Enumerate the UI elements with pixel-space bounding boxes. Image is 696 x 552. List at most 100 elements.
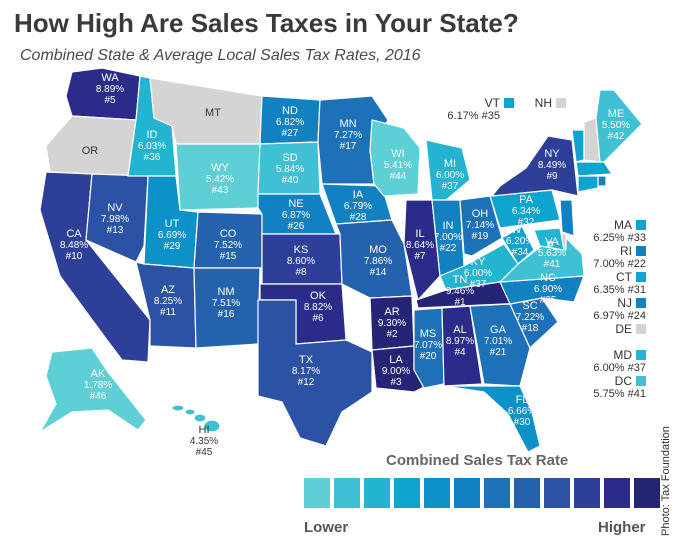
state-hi-island (171, 404, 185, 412)
side-value-ri: 7.00% #22 (593, 258, 646, 270)
state-label-mo: MO 7.86% #14 (364, 244, 392, 278)
state-al (441, 305, 483, 387)
state-ak (39, 347, 147, 433)
legend-swatch (364, 478, 390, 508)
state-label-nd: ND 6.82% #27 (276, 105, 304, 139)
side-code-md: MD (613, 348, 632, 362)
legend-swatch (634, 478, 660, 508)
side-swatch-ri (636, 246, 646, 256)
state-label-ia: IA 6.79% #28 (344, 189, 372, 223)
state-tx (257, 299, 373, 447)
state-md (533, 227, 565, 251)
state-wi (369, 119, 421, 197)
side-swatch-ct (636, 272, 646, 282)
state-label-va: VA 5.63% #41 (538, 236, 566, 270)
state-label-ca: CA 8.48% #10 (60, 228, 88, 262)
legend-swatch (394, 478, 420, 508)
state-ny (491, 135, 579, 197)
state-label-ne: NE 6.87% #26 (282, 198, 310, 232)
legend-swatch (484, 478, 510, 508)
side-code-vt: VT (484, 96, 500, 110)
legend-swatch (454, 478, 480, 508)
state-label-wa: WA 8.89% #5 (96, 72, 124, 106)
state-label-ar: AR 9.30% #2 (378, 306, 406, 340)
state-label-mt: MT (205, 107, 221, 119)
legend-high-label: Higher (598, 519, 646, 536)
state-label-il: IL 8.64% #7 (406, 228, 434, 262)
state-label-sd: SD 5.84% #40 (276, 152, 304, 186)
state-label-in: IN 7.00% #22 (434, 220, 462, 254)
state-ms (413, 307, 445, 389)
state-label-ok: OK 8.82% #6 (304, 290, 332, 324)
state-label-wv: WV 6.20% #34 (506, 224, 534, 258)
state-label-pa: PA 6.34% #32 (512, 194, 540, 228)
state-il (403, 199, 441, 301)
state-label-mi: MI 6.00% #37 (436, 158, 464, 192)
side-swatch-ma (636, 220, 646, 230)
state-ct (577, 175, 599, 193)
state-hi-island (193, 413, 207, 423)
legend-low-label: Lower (304, 519, 349, 536)
side-swatch-md (636, 350, 646, 360)
legend-swatch (544, 478, 570, 508)
state-label-wi: WI 5.41% #44 (384, 148, 412, 182)
state-label-co: CO 7.52% #15 (214, 228, 242, 262)
side-swatch-nh (556, 98, 566, 108)
state-mi (425, 139, 471, 201)
side-value-md: 6.00% #37 (593, 362, 646, 374)
side-swatch-vt (504, 98, 514, 108)
state-oh (459, 195, 503, 257)
side-value-vt: 6.17% #35 (447, 110, 500, 122)
legend-swatch (424, 478, 450, 508)
legend-swatch (304, 478, 330, 508)
side-code-nh: NH (534, 96, 552, 110)
side-code-nj: NJ (617, 296, 632, 310)
state-wv (501, 225, 535, 265)
state-label-ny: NY 8.49% #9 (538, 148, 566, 182)
state-label-ky: KY 6.00% #37 (464, 256, 492, 290)
state-ri (597, 175, 607, 187)
state-label-ut: UT 6.69% #29 (158, 218, 186, 252)
state-label-or: OR (82, 145, 99, 157)
legend-swatch (604, 478, 630, 508)
state-label-az: AZ 8.25% #11 (154, 284, 182, 318)
state-label-ga: GA 7.01% #21 (484, 324, 512, 358)
state-label-ak: AK 1.78% #46 (84, 368, 112, 402)
state-label-sc: SC 7.22% #18 (516, 300, 544, 334)
side-code-ma: MA (614, 218, 632, 232)
state-label-al: AL 8.97% #4 (446, 324, 474, 358)
state-label-fl: FL 6.66% #30 (508, 394, 536, 428)
state-label-mn: MN 7.27% #17 (334, 118, 362, 152)
state-label-tx: TX 8.17% #12 (292, 354, 320, 388)
legend-swatch (334, 478, 360, 508)
legend-swatch (514, 478, 540, 508)
state-label-id: ID 6.03% #36 (138, 129, 166, 163)
legend-title: Combined Sales Tax Rate (386, 452, 569, 469)
side-code-dc: DC (614, 374, 632, 388)
state-hi-island (203, 419, 221, 433)
state-label-nv: NV 7.98% #13 (101, 202, 129, 236)
page-title: How High Are Sales Taxes in Your State? (14, 8, 519, 38)
side-value-ct: 6.35% #31 (593, 284, 646, 296)
page-subtitle: Combined State & Average Local Sales Tax… (20, 47, 421, 64)
state-fl (443, 385, 541, 453)
state-label-wy: WY 5.42% #43 (206, 162, 234, 196)
side-value-ma: 6.25% #33 (593, 232, 646, 244)
photo-credit: Photo: Tax Foundation (660, 426, 672, 536)
state-hi-island (184, 408, 196, 416)
side-code-de: DE (615, 322, 632, 336)
side-value-dc: 5.75% #41 (593, 388, 646, 400)
side-code-ct: CT (616, 270, 632, 284)
state-dc (547, 241, 553, 247)
state-label-ms: MS 7.07% #20 (414, 328, 442, 362)
state-label-oh: OH 7.14% #19 (466, 208, 494, 242)
state-label-la: LA 9.00% #3 (382, 354, 410, 388)
state-nj (559, 199, 575, 237)
state-label-hi: HI 4.35% #45 (190, 424, 218, 458)
state-label-nc: NC 6.90% #25 (534, 272, 562, 306)
state-label-ks: KS 8.60% #8 (287, 244, 315, 278)
state-ga (469, 303, 531, 387)
state-label-tn: TN 9.46% #1 (446, 274, 474, 308)
side-swatch-nj (636, 298, 646, 308)
state-label-me: ME 5.50% #42 (602, 108, 630, 142)
